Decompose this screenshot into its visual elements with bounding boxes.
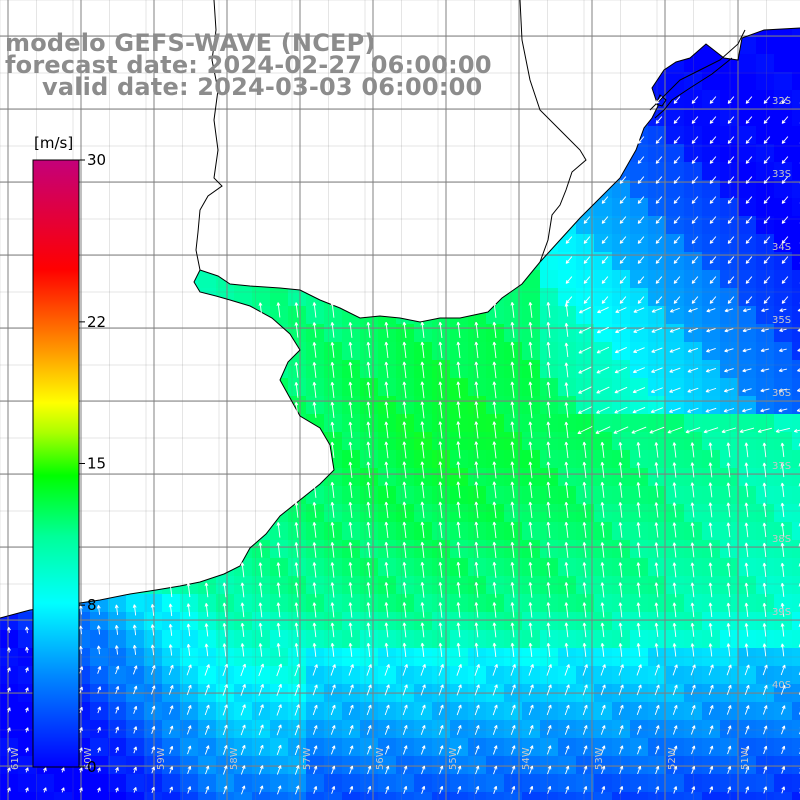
colorbar: [m/s] 30 22 15 8 0 bbox=[32, 134, 106, 776]
lat-label: 32S bbox=[772, 96, 791, 107]
colorbar-tick-label: 15 bbox=[87, 455, 106, 473]
lon-label: 51W bbox=[740, 747, 751, 770]
lat-label: 34S bbox=[772, 242, 791, 253]
lat-label: 40S bbox=[772, 680, 791, 691]
colorbar-tick-label: 30 bbox=[87, 151, 106, 169]
colorbar-tick-label: 22 bbox=[87, 313, 106, 331]
lon-label: 60W bbox=[83, 747, 94, 770]
lat-label: 35S bbox=[772, 315, 791, 326]
model-title: modelo GEFS-WAVE (NCEP) bbox=[5, 29, 376, 57]
colorbar-tick-label: 8 bbox=[87, 596, 97, 614]
lat-label: 37S bbox=[772, 461, 791, 472]
lon-label: 59W bbox=[156, 747, 167, 770]
colorbar-unit-label: [m/s] bbox=[34, 134, 73, 152]
lat-label: 38S bbox=[772, 534, 791, 545]
land-mass bbox=[0, 0, 800, 618]
lon-label: 54W bbox=[521, 747, 532, 770]
valid-date: valid date: 2024-03-03 06:00:00 bbox=[42, 73, 483, 101]
lon-label: 56W bbox=[375, 747, 386, 770]
coastline bbox=[0, 0, 800, 619]
lon-label: 52W bbox=[667, 747, 678, 770]
lon-label: 55W bbox=[448, 747, 459, 770]
lon-label: 57W bbox=[302, 747, 313, 770]
forecast-date: forecast date: 2024-02-27 06:00:00 bbox=[5, 51, 492, 79]
colorbar-ticks: 30 22 15 8 0 bbox=[79, 151, 106, 776]
lat-label: 36S bbox=[772, 388, 791, 399]
grid-labels: 32S 33S 34S 35S 36S 37S 38S 39S 40S 61W 60W 59W 58W 5… bbox=[10, 96, 791, 770]
lat-label: 39S bbox=[772, 607, 791, 618]
lon-label: 61W bbox=[10, 747, 21, 770]
lon-label: 58W bbox=[229, 747, 240, 770]
colorbar-tick-label: 0 bbox=[87, 758, 97, 776]
colorbar-gradient bbox=[32, 159, 80, 768]
lat-label: 33S bbox=[772, 169, 791, 180]
lon-label: 53W bbox=[594, 747, 605, 770]
wind-vectors bbox=[7, 96, 800, 795]
